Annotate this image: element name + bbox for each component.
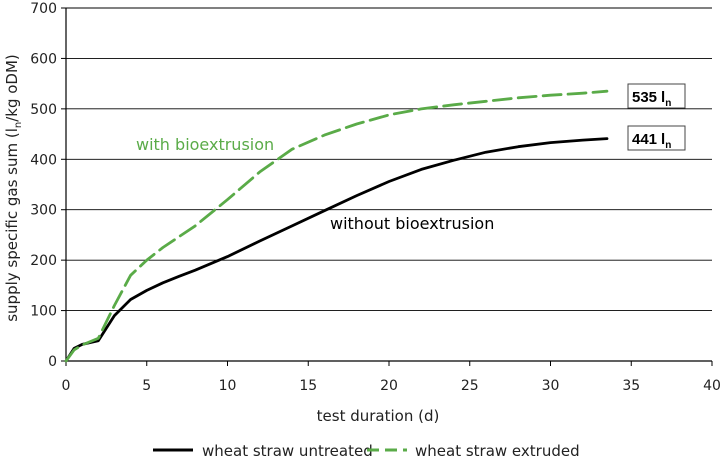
end-label-untreated-unit: l [661,131,665,148]
end-label-untreated: 441 ln [627,125,686,151]
y-tick-label: 300 [30,203,57,219]
end-label-extruded: 535 ln [627,83,686,109]
x-tick-label: 30 [542,378,560,394]
x-axis-title: test duration (d) [317,407,440,425]
y-axis-title-tail: /kg oDM) [3,54,21,122]
end-label-extruded-value: 535 [632,89,657,106]
y-tick-label: 200 [30,253,57,269]
legend-label-untreated: wheat straw untreated [202,442,373,460]
end-label-extruded-unit: l [661,89,665,106]
legend: wheat straw untreated wheat straw extrud… [153,442,580,460]
x-tick-labels: 0 5 10 15 20 25 30 35 40 [62,361,720,394]
x-tick-label: 0 [62,378,71,394]
x-tick-label: 35 [622,378,640,394]
series-lines [64,89,609,363]
x-tick-label: 40 [703,378,720,394]
y-tick-label: 700 [30,1,57,17]
grid-lines [66,7,712,312]
y-tick-label: 100 [30,304,57,320]
end-label-extruded-unit-sub: n [665,98,671,109]
series-line-extruded [64,89,609,363]
x-tick-label: 5 [142,378,151,394]
x-tick-label: 10 [219,378,237,394]
x-tick-label: 15 [299,378,317,394]
end-label-untreated-unit-sub: n [665,140,671,151]
x-tick-label: 20 [380,378,398,394]
annotation-with-bioextrusion: with bioextrusion [136,135,274,154]
y-tick-label: 400 [30,152,57,168]
end-label-untreated-box [627,125,686,151]
axes [65,8,712,362]
annotation-without-bioextrusion: without bioextrusion [330,214,494,233]
end-label-untreated-text: 441 ln [632,131,671,151]
y-axis-title-sub: n [13,122,24,128]
y-tick-label: 0 [48,354,57,370]
y-tick-label: 600 [30,51,57,67]
x-tick-label: 25 [461,378,479,394]
end-label-untreated-value: 441 [632,131,657,148]
legend-label-extruded: wheat straw extruded [415,442,580,460]
y-tick-label: 500 [30,102,57,118]
y-tick-labels: 0 100 200 300 400 500 600 700 [30,1,66,370]
y-axis-title-main: supply specific gas sum (l [3,128,21,322]
end-label-extruded-box [627,83,686,109]
end-label-extruded-text: 535 ln [632,89,671,109]
series-line-untreated [64,137,609,363]
y-axis-title: supply specific gas sum (ln/kg oDM) [3,54,24,322]
